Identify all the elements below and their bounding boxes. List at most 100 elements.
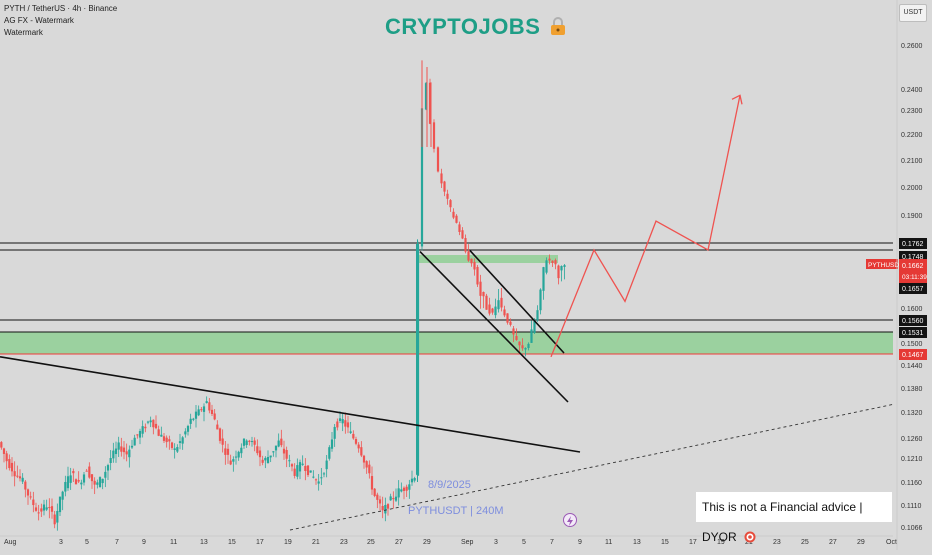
candle-body (136, 434, 139, 436)
x-tick-label: 29 (857, 539, 865, 546)
candle-body (464, 238, 467, 252)
candle-body (518, 341, 521, 346)
trendline (419, 251, 569, 403)
candle-body (5, 453, 8, 462)
projection-path (550, 95, 741, 358)
currency-button[interactable]: USDT (899, 4, 927, 22)
price-tag-label: 0.1560 (902, 318, 924, 325)
candle-body (160, 434, 163, 437)
candle-body (37, 512, 40, 514)
candle-body (360, 447, 363, 456)
candle-body (370, 476, 374, 490)
indicator-watermark-1[interactable]: AG FX - Watermark (4, 16, 74, 25)
candle-body (266, 457, 270, 464)
candle-body (210, 409, 214, 414)
candle-body (554, 260, 557, 265)
candle-body (365, 461, 368, 468)
x-tick-label: 23 (340, 539, 348, 546)
candle-body (515, 336, 518, 340)
candle-body (458, 224, 461, 232)
candle-body (77, 480, 80, 482)
candle-body (449, 200, 452, 208)
candle-body (64, 481, 67, 492)
candle-body (524, 347, 527, 350)
candle-body (258, 450, 262, 458)
candle-body (461, 230, 464, 239)
candle-body (413, 478, 416, 481)
candle-body (378, 499, 382, 504)
candle-body (122, 447, 126, 453)
candle-body (539, 289, 542, 311)
candle-body (542, 267, 545, 291)
candle-body (373, 488, 376, 496)
candle-body (341, 419, 344, 424)
candle-body (53, 514, 56, 525)
candle-body (101, 478, 104, 484)
y-tick-label: 0.1110 (901, 503, 921, 510)
candle-body (186, 425, 190, 432)
candle-body (269, 455, 272, 458)
x-tick-label: 7 (550, 539, 554, 546)
price-tag (899, 327, 927, 338)
candle-body (202, 406, 206, 412)
candle-body (178, 441, 182, 443)
lock-icon (550, 16, 566, 42)
y-tick-label: 0.1210 (901, 456, 923, 463)
candle-body (473, 261, 476, 270)
candle-body (144, 426, 147, 429)
candle-body (117, 442, 120, 450)
candle-body (232, 459, 235, 462)
candle-body (467, 251, 470, 261)
candle-body (494, 306, 497, 316)
candle-body (488, 304, 491, 314)
candle-body (240, 447, 243, 454)
candle-body (154, 423, 158, 429)
candle-body (112, 450, 115, 459)
candle-body (551, 260, 554, 264)
x-tick-label: 21 (745, 539, 753, 546)
candle-body (48, 507, 51, 509)
candle-body (521, 345, 524, 349)
candle-body (205, 401, 208, 404)
candle-body (242, 438, 246, 446)
candle-body (309, 470, 312, 473)
candle-body (325, 460, 328, 470)
disclaimer-box: This is not a Financial advice | DYOR (696, 492, 892, 544)
candle-body (56, 510, 59, 523)
candle-body (296, 465, 299, 477)
candle-body (224, 448, 227, 455)
candle-body (512, 328, 515, 335)
candle-body (485, 295, 488, 310)
lightning-icon[interactable] (563, 513, 577, 527)
candle-body (88, 466, 91, 478)
brand-text: CRYPTOJOBS (385, 14, 541, 39)
candle-body (479, 281, 482, 296)
candle-body (58, 496, 62, 513)
trendline (469, 250, 565, 354)
x-tick-label: 23 (773, 539, 781, 546)
candle-body (264, 457, 267, 461)
current-price-value: 0.1662 (902, 263, 924, 270)
candle-body (503, 309, 506, 316)
x-tick-label: Oct (886, 539, 897, 546)
indicator-watermark-2[interactable]: Watermark (4, 28, 43, 37)
candle-body (443, 181, 446, 192)
candle-body (21, 477, 24, 482)
candle-body (536, 310, 539, 321)
candle-body (301, 463, 304, 465)
y-tick-label: 0.1900 (901, 213, 923, 220)
x-tick-label: 7 (115, 539, 119, 546)
candle-body (446, 193, 449, 199)
x-tick-label: 29 (423, 539, 431, 546)
candle-body (344, 420, 347, 427)
candle-body (114, 448, 118, 455)
candle-body (40, 508, 43, 512)
projection-arrowhead (731, 94, 743, 105)
candle-body (304, 465, 307, 472)
candle-body (563, 265, 566, 267)
candle-body (354, 439, 358, 444)
candle-body (128, 449, 131, 458)
candle-body (104, 471, 107, 478)
symbol-title: PYTH / TetherUS · 4h · Binance (4, 4, 118, 13)
